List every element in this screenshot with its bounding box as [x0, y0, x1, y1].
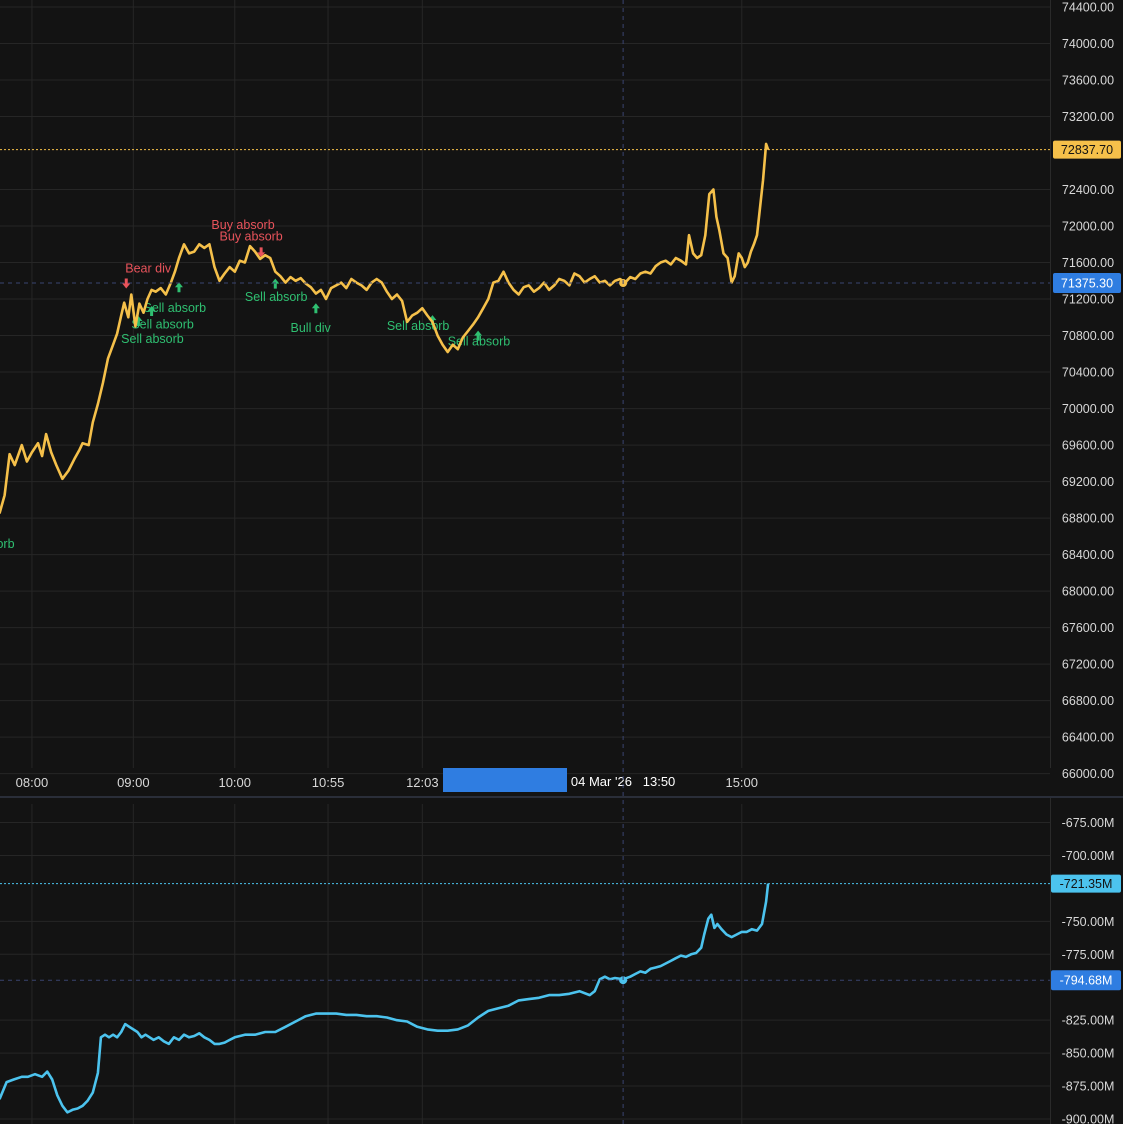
- signal-arrow-up-icon: [474, 330, 483, 341]
- price-axis-tick: 66000.00: [1062, 767, 1114, 781]
- crosshair-cvd-label-bg: [1051, 970, 1121, 991]
- signal-label: Bear div: [125, 262, 172, 276]
- price-axis-tick: 74400.00: [1062, 1, 1114, 15]
- signal-arrow-up-icon: [147, 305, 156, 316]
- crosshair-time-label-text: 04 Mar '26 13:50: [571, 774, 675, 789]
- time-axis-tick: 10:55: [312, 775, 345, 790]
- last-price-label: 72837.70: [1061, 143, 1113, 157]
- signal-arrow-up-icon: [174, 282, 183, 293]
- signal-label: Buy absorb: [220, 230, 283, 244]
- time-axis-tick: 10:00: [218, 775, 251, 790]
- signal-label: Sell absorb: [245, 290, 308, 304]
- signal-arrow-up-icon: [311, 303, 320, 314]
- price-axis[interactable]: 74400.00 74000.00 73600.00 73200.00 72400.00…: [1053, 1, 1121, 782]
- signal-label: orb: [0, 537, 15, 551]
- price-axis-tick: 74000.00: [1062, 37, 1114, 51]
- last-price-label-bg: [1053, 140, 1121, 159]
- crosshair-cvd-dot: [619, 976, 628, 985]
- time-axis[interactable]: 08:00 09:00 10:00 10:55 12:03 15:00: [16, 775, 758, 790]
- crosshair-time-label-bg: [443, 768, 567, 792]
- cvd-panel[interactable]: -675.00M -700.00M -750.00M -775.00M -825.00M…: [0, 798, 1121, 1124]
- price-axis-tick: 67600.00: [1062, 621, 1114, 635]
- signal-arrow-down-icon: [122, 278, 131, 289]
- price-axis-tick: 72000.00: [1062, 220, 1114, 234]
- cvd-axis[interactable]: -675.00M -700.00M -750.00M -775.00M -825.00M…: [1051, 816, 1121, 1124]
- crosshair-price-label: 71375.30: [1061, 277, 1113, 291]
- cvd-axis-tick: -775.00M: [1062, 948, 1115, 962]
- signal-arrow-down-icon: [257, 247, 266, 258]
- price-line: [0, 142, 770, 514]
- price-grid: [0, 0, 1051, 775]
- price-axis-tick: 70000.00: [1062, 402, 1114, 416]
- cvd-axis-tick: -900.00M: [1062, 1113, 1115, 1124]
- last-cvd-label-bg: [1051, 874, 1121, 893]
- time-axis-tick: 15:00: [725, 775, 758, 790]
- time-axis-tick: 12:03: [406, 775, 439, 790]
- price-axis-tick: 68400.00: [1062, 548, 1114, 562]
- cvd-axis-tick: -700.00M: [1062, 849, 1115, 863]
- price-axis-tick: 71600.00: [1062, 256, 1114, 270]
- price-axis-tick: 67200.00: [1062, 658, 1114, 672]
- cvd-axis-tick: -850.00M: [1062, 1047, 1115, 1061]
- price-axis-tick: 70400.00: [1062, 366, 1114, 380]
- price-axis-tick: 68000.00: [1062, 585, 1114, 599]
- price-axis-tick: 70800.00: [1062, 329, 1114, 343]
- signal-label: Sell absorb: [131, 317, 194, 331]
- price-axis-tick: 73600.00: [1062, 74, 1114, 88]
- cvd-axis-tick: -825.00M: [1062, 1014, 1115, 1028]
- crosshair-price-label-bg: [1053, 273, 1121, 294]
- price-axis-tick: 66400.00: [1062, 731, 1114, 745]
- price-axis-tick: 69200.00: [1062, 475, 1114, 489]
- cvd-axis-tick: -675.00M: [1062, 816, 1115, 830]
- signal-label: Sell absorb: [121, 332, 184, 346]
- signal-label: Bull div: [291, 321, 332, 335]
- cvd-grid: [0, 798, 1051, 1124]
- cvd-line: [0, 883, 770, 1114]
- price-axis-tick: 72400.00: [1062, 183, 1114, 197]
- signal-arrow-up-icon: [271, 278, 280, 289]
- price-axis-tick: 69600.00: [1062, 439, 1114, 453]
- price-axis-tick: 66800.00: [1062, 694, 1114, 708]
- signal-label: Buy absorb: [211, 218, 274, 232]
- signal-label: Sell absorb: [143, 301, 206, 315]
- pane-separator[interactable]: [0, 796, 1123, 798]
- cvd-axis-tick: -875.00M: [1062, 1080, 1115, 1094]
- crosshair-cvd-label: -794.68M: [1060, 974, 1113, 988]
- time-axis-tick: 09:00: [117, 775, 150, 790]
- price-axis-tick: 73200.00: [1062, 110, 1114, 124]
- time-axis-tick: 08:00: [16, 775, 49, 790]
- cvd-axis-tick: -750.00M: [1062, 915, 1115, 929]
- price-axis-tick: 71200.00: [1062, 293, 1114, 307]
- price-axis-tick: 68800.00: [1062, 512, 1114, 526]
- last-cvd-label: -721.35M: [1060, 877, 1113, 891]
- signal-label: Sell absorb: [387, 319, 450, 333]
- crosshair-time-label: 04 Mar '26 13:50: [443, 768, 675, 792]
